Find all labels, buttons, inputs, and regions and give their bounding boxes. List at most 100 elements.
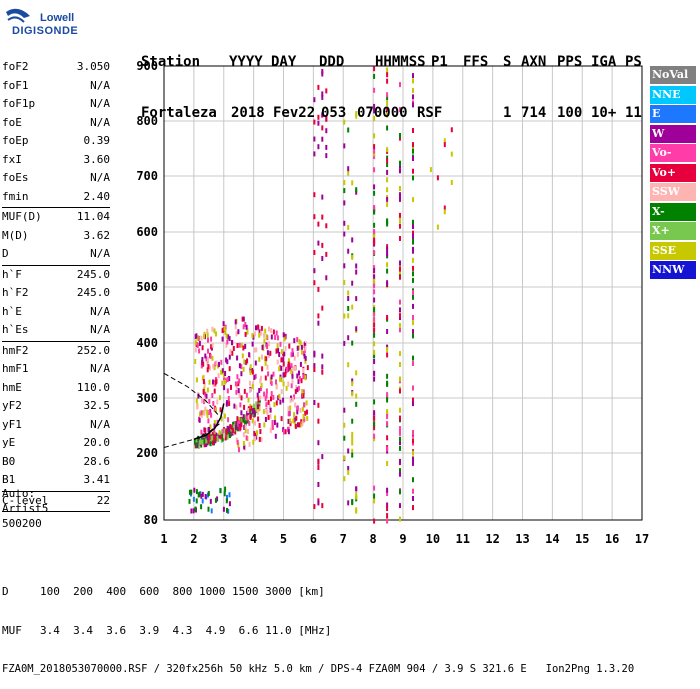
echo-point — [210, 412, 212, 418]
param-row: foEs N/A — [2, 169, 110, 188]
x-tick-label: 7 — [340, 532, 347, 546]
echo-point — [258, 423, 261, 428]
x-tick-label: 1 — [160, 532, 167, 546]
echo-point — [194, 347, 197, 353]
echo-point — [235, 404, 238, 410]
echo-point — [251, 341, 254, 347]
x-tick-label: 9 — [399, 532, 406, 546]
echo-point — [248, 420, 251, 426]
echo-point — [321, 353, 324, 359]
param-name: fmin — [2, 189, 29, 203]
header-values: Fortaleza 2018 Fev22 053 070000 RSF 1 714 100 10+… — [141, 105, 655, 122]
param-value: N/A — [90, 304, 110, 318]
echo-point — [386, 187, 389, 193]
echo-point — [263, 391, 266, 397]
echo-point — [343, 280, 346, 285]
echo-point — [238, 378, 241, 384]
param-value: 20.0 — [83, 436, 111, 449]
echo-point — [276, 359, 279, 365]
echo-point — [200, 412, 203, 418]
echo-point — [293, 338, 296, 344]
echo-point — [373, 485, 376, 491]
echo-point — [251, 418, 254, 424]
echo-point — [386, 125, 389, 131]
echo-point — [195, 398, 198, 404]
echo-point — [211, 393, 214, 398]
echo-point — [237, 442, 240, 448]
echo-point — [251, 333, 254, 339]
echo-point — [244, 428, 247, 434]
echo-point — [247, 414, 250, 420]
echo-point — [229, 348, 232, 354]
param-value: N/A — [90, 323, 110, 336]
echo-point — [247, 397, 250, 403]
echo-point — [207, 364, 210, 370]
echo-point — [313, 119, 316, 125]
echo-point — [282, 352, 285, 358]
echo-point — [351, 280, 354, 286]
echo-point — [386, 518, 389, 524]
echo-point — [212, 401, 215, 406]
param-name: foEs — [2, 171, 29, 184]
echo-point — [267, 352, 270, 358]
echo-point — [290, 352, 293, 358]
echo-point — [265, 388, 268, 394]
echo-point — [412, 142, 414, 148]
echo-point — [263, 338, 266, 344]
x-tick-label: 15 — [575, 532, 589, 546]
echo-point — [221, 336, 224, 342]
echo-point — [225, 333, 228, 339]
echo-point — [399, 160, 401, 166]
echo-point — [275, 384, 278, 390]
echo-point — [343, 231, 346, 237]
y-tick-label: 900 — [136, 59, 158, 73]
echo-point — [238, 342, 241, 348]
echo-point — [258, 356, 261, 362]
param-name: h`F2 — [2, 286, 29, 299]
param-row: foEp 0.39 — [2, 132, 110, 151]
echo-point — [260, 386, 262, 392]
echo-point — [283, 351, 286, 357]
echo-point — [351, 237, 354, 243]
echo-point — [260, 325, 263, 331]
echo-point — [262, 409, 265, 415]
header-label-0: Station — [141, 54, 201, 70]
echo-point — [274, 415, 277, 421]
echo-point — [257, 416, 260, 422]
echo-point — [226, 377, 229, 382]
echo-point — [412, 460, 414, 466]
echo-point — [210, 344, 213, 350]
echo-point — [206, 332, 209, 338]
echo-point — [266, 410, 269, 416]
echo-point — [209, 353, 212, 359]
echo-point — [412, 257, 414, 263]
echo-point — [206, 360, 209, 366]
echo-point — [204, 427, 207, 433]
echo-point — [373, 190, 376, 196]
echo-point — [373, 359, 376, 364]
param-name: M(D) — [2, 228, 29, 242]
echo-point — [194, 439, 196, 445]
echo-point — [254, 331, 257, 337]
echo-point — [294, 402, 297, 408]
echo-point — [373, 297, 376, 303]
echo-point — [231, 428, 234, 433]
curve-dashed-profile-upper — [163, 372, 219, 415]
echo-point — [265, 393, 268, 399]
echo-point — [317, 402, 320, 408]
param-row: h`F2 245.0 — [2, 284, 110, 303]
echo-point — [240, 395, 243, 401]
echo-point — [221, 368, 224, 374]
echo-point — [260, 375, 262, 381]
echo-point — [188, 498, 191, 504]
echo-point — [386, 162, 389, 167]
echo-point — [258, 388, 261, 393]
echo-point — [293, 355, 296, 361]
echo-point — [201, 375, 204, 381]
echo-point — [296, 373, 299, 379]
echo-point — [412, 94, 414, 100]
echo-point — [227, 426, 230, 432]
echo-point — [355, 269, 358, 275]
echo-point — [279, 341, 282, 347]
echo-point — [347, 313, 350, 319]
